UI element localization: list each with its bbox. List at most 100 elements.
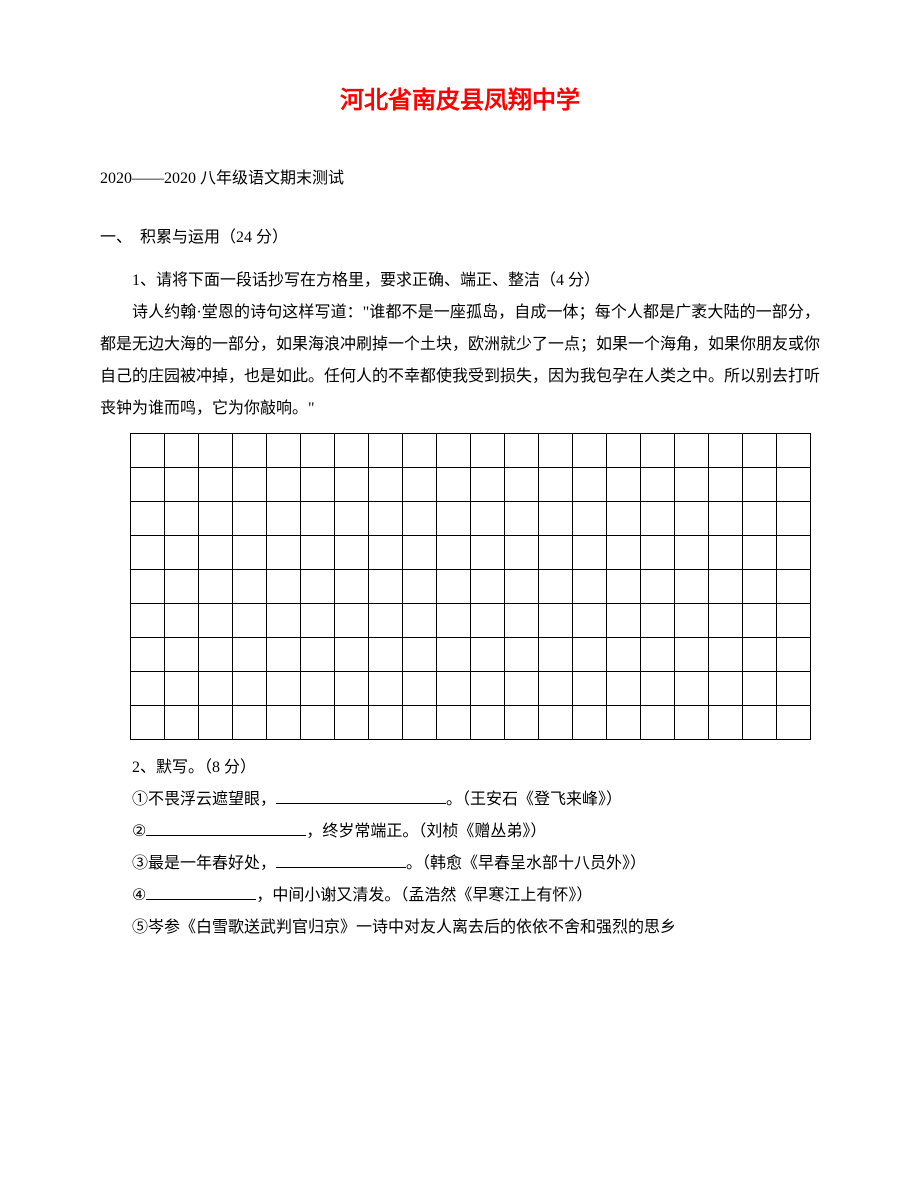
- grid-cell: [539, 467, 573, 501]
- grid-cell: [777, 671, 811, 705]
- grid-cell: [437, 433, 471, 467]
- grid-cell: [403, 671, 437, 705]
- grid-cell: [505, 569, 539, 603]
- grid-cell: [403, 467, 437, 501]
- grid-cell: [267, 603, 301, 637]
- grid-cell: [165, 467, 199, 501]
- item-text-after: ，中间小谢又清发。（孟浩然《早寒江上有怀》）: [256, 887, 592, 904]
- grid-cell: [437, 467, 471, 501]
- grid-cell: [267, 705, 301, 739]
- item-number: ④: [132, 887, 146, 904]
- grid-cell: [403, 705, 437, 739]
- grid-cell: [641, 637, 675, 671]
- grid-cell: [199, 467, 233, 501]
- grid-cell: [471, 603, 505, 637]
- grid-cell: [777, 603, 811, 637]
- grid-cell: [607, 705, 641, 739]
- q2-items-container: ①不畏浮云遮望眼，。（王安石《登飞来峰》）②，终岁常端正。（刘桢《赠丛弟》）③最…: [100, 784, 820, 944]
- grid-cell: [505, 501, 539, 535]
- grid-cell: [403, 637, 437, 671]
- grid-cell: [471, 535, 505, 569]
- item-text-before: 岑参《白雪歌送武判官归京》一诗中对友人离去后的依依不舍和强烈的思乡: [148, 919, 676, 936]
- grid-cell: [675, 705, 709, 739]
- grid-cell: [471, 637, 505, 671]
- grid-cell: [505, 467, 539, 501]
- grid-cell: [437, 603, 471, 637]
- grid-cell: [777, 433, 811, 467]
- grid-cell: [607, 603, 641, 637]
- grid-cell: [777, 467, 811, 501]
- grid-cell: [335, 637, 369, 671]
- grid-cell: [573, 705, 607, 739]
- grid-cell: [777, 705, 811, 739]
- grid-cell: [471, 705, 505, 739]
- grid-cell: [641, 705, 675, 739]
- grid-cell: [607, 535, 641, 569]
- grid-cell: [641, 501, 675, 535]
- grid-cell: [607, 671, 641, 705]
- grid-cell: [709, 603, 743, 637]
- grid-cell: [369, 501, 403, 535]
- school-title: 河北省南皮县凤翔中学: [100, 80, 820, 115]
- grid-cell: [301, 501, 335, 535]
- grid-cell: [573, 671, 607, 705]
- grid-cell: [539, 433, 573, 467]
- item-text-before: 不畏浮云遮望眼，: [148, 791, 276, 808]
- grid-cell: [675, 467, 709, 501]
- grid-cell: [675, 603, 709, 637]
- grid-cell: [233, 671, 267, 705]
- grid-cell: [199, 501, 233, 535]
- grid-cell: [607, 569, 641, 603]
- grid-cell: [743, 705, 777, 739]
- grid-cell: [301, 569, 335, 603]
- item-number: ①: [132, 791, 148, 808]
- grid-cell: [471, 501, 505, 535]
- grid-cell: [403, 535, 437, 569]
- writing-grid: [130, 433, 820, 740]
- grid-cell: [743, 501, 777, 535]
- grid-cell: [641, 603, 675, 637]
- grid-cell: [471, 467, 505, 501]
- grid-cell: [267, 467, 301, 501]
- grid-cell: [335, 603, 369, 637]
- grid-cell: [471, 671, 505, 705]
- grid-cell: [675, 433, 709, 467]
- grid-cell: [573, 569, 607, 603]
- grid-cell: [777, 535, 811, 569]
- q1-prompt: 1、请将下面一段话抄写在方格里，要求正确、端正、整洁（4 分）: [100, 265, 820, 297]
- grid-cell: [233, 569, 267, 603]
- grid-cell: [131, 603, 165, 637]
- grid-cell: [709, 671, 743, 705]
- grid-cell: [267, 671, 301, 705]
- grid-cell: [369, 535, 403, 569]
- grid-cell: [267, 569, 301, 603]
- grid-cell: [369, 603, 403, 637]
- grid-cell: [539, 535, 573, 569]
- grid-cell: [233, 603, 267, 637]
- q2-item: ③最是一年春好处，。（韩愈《早春呈水部十八员外》）: [100, 848, 820, 880]
- grid-cell: [131, 535, 165, 569]
- grid-cell: [505, 535, 539, 569]
- grid-cell: [131, 433, 165, 467]
- grid-cell: [267, 501, 301, 535]
- grid-cell: [199, 671, 233, 705]
- grid-cell: [607, 467, 641, 501]
- grid-cell: [335, 467, 369, 501]
- grid-cell: [403, 603, 437, 637]
- grid-cell: [539, 637, 573, 671]
- grid-cell: [403, 433, 437, 467]
- item-text-after: 。（王安石《登飞来峰》）: [446, 791, 622, 808]
- q2-item: ④ ，中间小谢又清发。（孟浩然《早寒江上有怀》）: [100, 880, 820, 912]
- grid-cell: [131, 467, 165, 501]
- grid-cell: [301, 603, 335, 637]
- grid-cell: [437, 637, 471, 671]
- grid-cell: [233, 467, 267, 501]
- grid-cell: [335, 501, 369, 535]
- grid-cell: [165, 569, 199, 603]
- grid-cell: [539, 705, 573, 739]
- item-number: ⑤: [132, 919, 148, 936]
- grid-cell: [233, 535, 267, 569]
- grid-cell: [539, 501, 573, 535]
- grid-cell: [641, 569, 675, 603]
- exam-subtitle: 2020——2020 八年级语文期末测试: [100, 165, 820, 194]
